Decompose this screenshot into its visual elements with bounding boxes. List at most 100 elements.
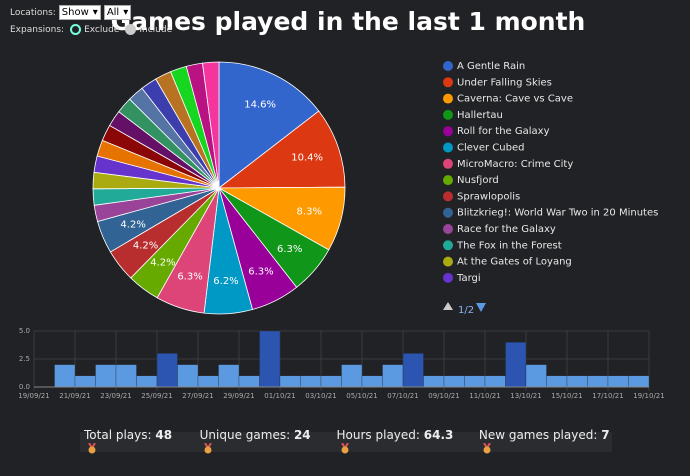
select-value: Show — [61, 7, 89, 18]
stat-value: 64.3 — [423, 428, 454, 442]
data-label: 14.6% — [244, 99, 276, 110]
data-label: 6.3% — [277, 244, 302, 255]
bar — [259, 330, 281, 388]
x-tick-label: 01/10/21 — [264, 392, 295, 400]
pie-slice — [202, 61, 220, 189]
x-tick-label: 03/10/21 — [305, 392, 336, 400]
radio[interactable] — [125, 24, 137, 35]
radio-label: Include — [139, 24, 173, 35]
bar — [361, 375, 383, 388]
select-value: All — [106, 7, 120, 18]
bar — [156, 353, 178, 388]
bar — [320, 375, 342, 388]
label: Expansions: — [10, 24, 65, 35]
page-next[interactable] — [476, 303, 486, 312]
radio-label: Exclude — [84, 24, 120, 35]
legend-page: 1/2 — [458, 305, 474, 316]
stat-label: Unique games: — [199, 428, 291, 442]
bar — [525, 364, 547, 388]
legend-label: Under Falling Skies — [457, 77, 552, 88]
x-tick-label: 23/09/21 — [100, 392, 131, 400]
bar — [197, 375, 219, 388]
stat: New games played: 7 — [479, 428, 612, 456]
legend-label: Blitzkrieg!: World War Two in 20 Minutes — [457, 208, 658, 219]
legend-label: Targi — [456, 273, 481, 284]
legend-label: The Fox in the Forest — [456, 240, 562, 251]
x-tick-label: 13/10/21 — [510, 392, 541, 400]
x-tick-label: 15/10/21 — [551, 392, 582, 400]
bar — [218, 364, 240, 388]
locations-row: Locations: Show ▾ All ▾ — [10, 4, 172, 21]
bar — [115, 364, 137, 388]
legend-label: A Gentle Rain — [457, 61, 525, 72]
legend-swatch — [443, 109, 453, 120]
bar — [423, 375, 445, 388]
legend-swatch — [443, 93, 453, 104]
x-tick-label: 05/10/21 — [346, 392, 377, 400]
data-label: 6.3% — [248, 266, 273, 277]
legend-label: At the Gates of Loyang — [457, 257, 572, 268]
legend-swatch — [443, 158, 453, 169]
bar — [54, 364, 76, 388]
bar — [566, 375, 588, 388]
data-label: 10.4% — [291, 153, 323, 164]
x-tick-label: 19/09/21 — [18, 392, 49, 400]
legend-swatch — [443, 272, 453, 283]
bar — [136, 375, 158, 388]
data-label: 4.2% — [150, 258, 175, 269]
y-tick-label: 5.0 — [19, 327, 30, 335]
stat-value: 48 — [155, 428, 173, 442]
bar — [279, 375, 301, 388]
stats: Total plays: 48 Unique games: 24 Hours pla… — [80, 428, 612, 454]
page-prev[interactable] — [443, 302, 453, 310]
x-tick-label: 07/10/21 — [387, 392, 418, 400]
radio[interactable] — [70, 24, 82, 35]
data-label: 6.3% — [177, 272, 202, 283]
pie-slice — [217, 110, 346, 189]
bar — [607, 375, 629, 388]
stat-label: Hours played: — [336, 428, 420, 442]
chart-title: Games played in the last 1 month — [111, 7, 586, 36]
x-tick-label: 19/10/21 — [633, 392, 664, 400]
stat: Total plays: 48 — [84, 428, 178, 456]
x-tick-label: 25/09/21 — [141, 392, 172, 400]
legend-swatch — [443, 191, 453, 202]
select[interactable]: All ▾ — [103, 5, 132, 20]
legend-swatch — [443, 207, 453, 218]
x-tick-label: 21/09/21 — [59, 392, 90, 400]
bar — [546, 375, 568, 388]
x-tick-label: 29/09/21 — [223, 392, 254, 400]
data-label: 4.2% — [120, 219, 145, 230]
legend-label: MicroMacro: Crime City — [457, 159, 573, 170]
stat-value: 7 — [601, 428, 610, 442]
stat-value: 24 — [293, 428, 311, 442]
bar — [238, 375, 260, 388]
stat: Hours played: 64.3 — [337, 428, 457, 456]
select[interactable]: Show ▾ — [58, 5, 101, 20]
y-tick-label: 0.0 — [19, 383, 30, 391]
legend-label: Caverna: Cave vs Cave — [457, 94, 573, 105]
bar — [464, 375, 486, 388]
legend-label: Race for the Galaxy — [457, 224, 556, 235]
label: Locations: — [10, 7, 56, 18]
bar — [443, 375, 465, 388]
legend-label: Clever Cubed — [457, 143, 524, 154]
legend-label: Hallertau — [457, 110, 503, 121]
bar — [628, 375, 650, 388]
bar — [300, 375, 322, 388]
bar — [341, 364, 363, 388]
legend-label: Nusfjord — [457, 175, 499, 186]
x-tick-label: 17/10/21 — [592, 392, 623, 400]
legend-swatch — [443, 142, 453, 153]
x-tick-label: 09/10/21 — [428, 392, 459, 400]
bar — [177, 364, 199, 388]
bar — [484, 375, 506, 388]
legend-swatch — [443, 77, 453, 88]
legend-swatch — [443, 224, 453, 234]
legend-swatch — [443, 126, 453, 137]
legend-swatch — [443, 175, 453, 186]
bar — [587, 375, 609, 388]
bar — [402, 353, 424, 388]
